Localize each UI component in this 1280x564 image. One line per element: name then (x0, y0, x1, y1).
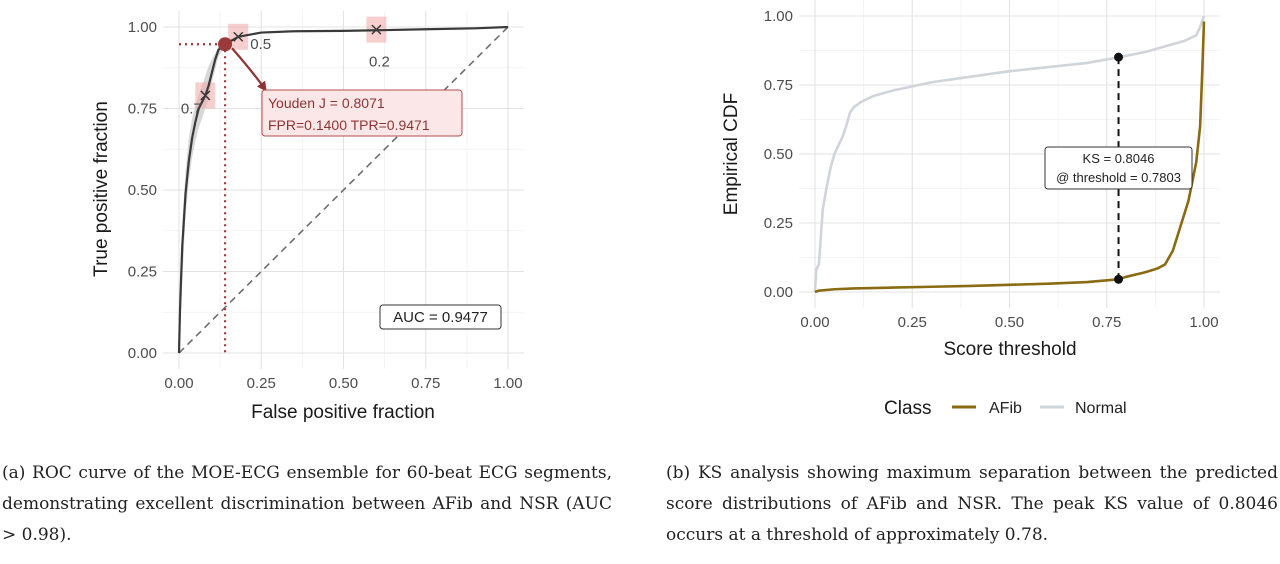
roc-y-tick-label: 0.25 (128, 264, 157, 281)
ks-ecdf-chart: 0.00 0.25 0.50 0.75 1.00 0.00 0.25 0.50 0.75 1.0… (721, 0, 1220, 419)
caption-a: (a) ROC curve of the MOE-ECG ensemble fo… (2, 463, 612, 545)
roc-x-tick-labels: 0.00 0.25 0.50 0.75 1.00 (164, 375, 522, 392)
threshold-marker (233, 31, 244, 42)
legend-title: Class (884, 398, 932, 419)
threshold-label: 0.7 (181, 100, 202, 117)
threshold-marker (200, 90, 211, 101)
ks-y-tick-labels: 0.00 0.25 0.50 0.75 1.00 (764, 8, 793, 301)
ks-x-tick-label: 1.00 (1189, 314, 1218, 331)
roc-x-tick-label: 0.75 (411, 375, 440, 392)
ks-x-axis-title: Score threshold (943, 339, 1076, 360)
threshold-label: 0.2 (369, 54, 390, 71)
legend-normal-label: Normal (1075, 400, 1127, 417)
roc-optimal-point (218, 37, 233, 52)
roc-x-tick-label: 0.00 (164, 375, 193, 392)
roc-curve-line (177, 25, 509, 354)
ks-y-axis-title: Empirical CDF (721, 93, 742, 215)
normal-ecdf-line (813, 15, 1206, 293)
roc-youden-arrow (231, 47, 267, 92)
roc-y-tick-labels: 0.00 0.25 0.50 0.75 1.00 (128, 19, 157, 362)
roc-x-tick-label: 0.50 (329, 375, 358, 392)
ks-x-tick-label: 0.25 (898, 314, 927, 331)
roc-threshold-markers: 0.7 0.5 0.2 (181, 24, 390, 117)
ks-annotation: KS = 0.8046 @ threshold = 0.7803 (1044, 146, 1193, 190)
roc-y-axis-title: True positive fraction (91, 101, 112, 277)
roc-x-tick-label: 0.25 (247, 375, 276, 392)
legend-afib-label: AFib (989, 400, 1022, 417)
ks-y-tick-label: 0.50 (764, 146, 793, 163)
auc-annotation: AUC = 0.9477 (379, 304, 502, 330)
roc-x-tick-label: 1.00 (493, 375, 522, 392)
youden-annotation: Youden J = 0.8071 FPR=0.1400 TPR=0.9471 (261, 89, 463, 137)
ks-y-tick-label: 0.25 (764, 215, 793, 232)
ks-value-text: KS = 0.8046 (1083, 151, 1155, 166)
roc-y-tick-label: 1.00 (128, 19, 157, 36)
auc-text: AUC = 0.9477 (393, 309, 488, 326)
ks-afib-point (1114, 274, 1124, 284)
threshold-label: 0.5 (250, 36, 271, 53)
ks-x-tick-labels: 0.00 0.25 0.50 0.75 1.00 (800, 314, 1218, 331)
ks-y-tick-label: 0.00 (764, 284, 793, 301)
roc-x-axis-title: False positive fraction (251, 402, 435, 423)
caption-b: (b) KS analysis showing maximum separati… (666, 463, 1278, 545)
roc-chance-line (178, 26, 509, 354)
ks-threshold-text: @ threshold = 0.7803 (1056, 170, 1181, 185)
threshold-marker (371, 24, 382, 35)
roc-y-tick-label: 0.75 (128, 101, 157, 118)
youden-j-text: Youden J = 0.8071 (268, 95, 385, 111)
ks-legend: Class AFib Normal (884, 398, 1127, 419)
afib-ecdf-line (814, 21, 1206, 294)
roc-y-tick-label: 0.50 (128, 182, 157, 199)
roc-y-tick-label: 0.00 (128, 345, 157, 362)
roc-chart: 0.00 0.25 0.50 0.75 1.00 0.00 0.25 0.50 0.75 1.0… (91, 11, 524, 423)
ks-x-tick-label: 0.50 (995, 314, 1024, 331)
youden-fpr-tpr-text: FPR=0.1400 TPR=0.9471 (268, 117, 430, 133)
ks-y-tick-label: 0.75 (764, 77, 793, 94)
ks-x-tick-label: 0.00 (800, 314, 829, 331)
ks-normal-point (1114, 52, 1124, 62)
ks-x-tick-label: 0.75 (1092, 314, 1121, 331)
ks-y-tick-label: 1.00 (764, 8, 793, 25)
